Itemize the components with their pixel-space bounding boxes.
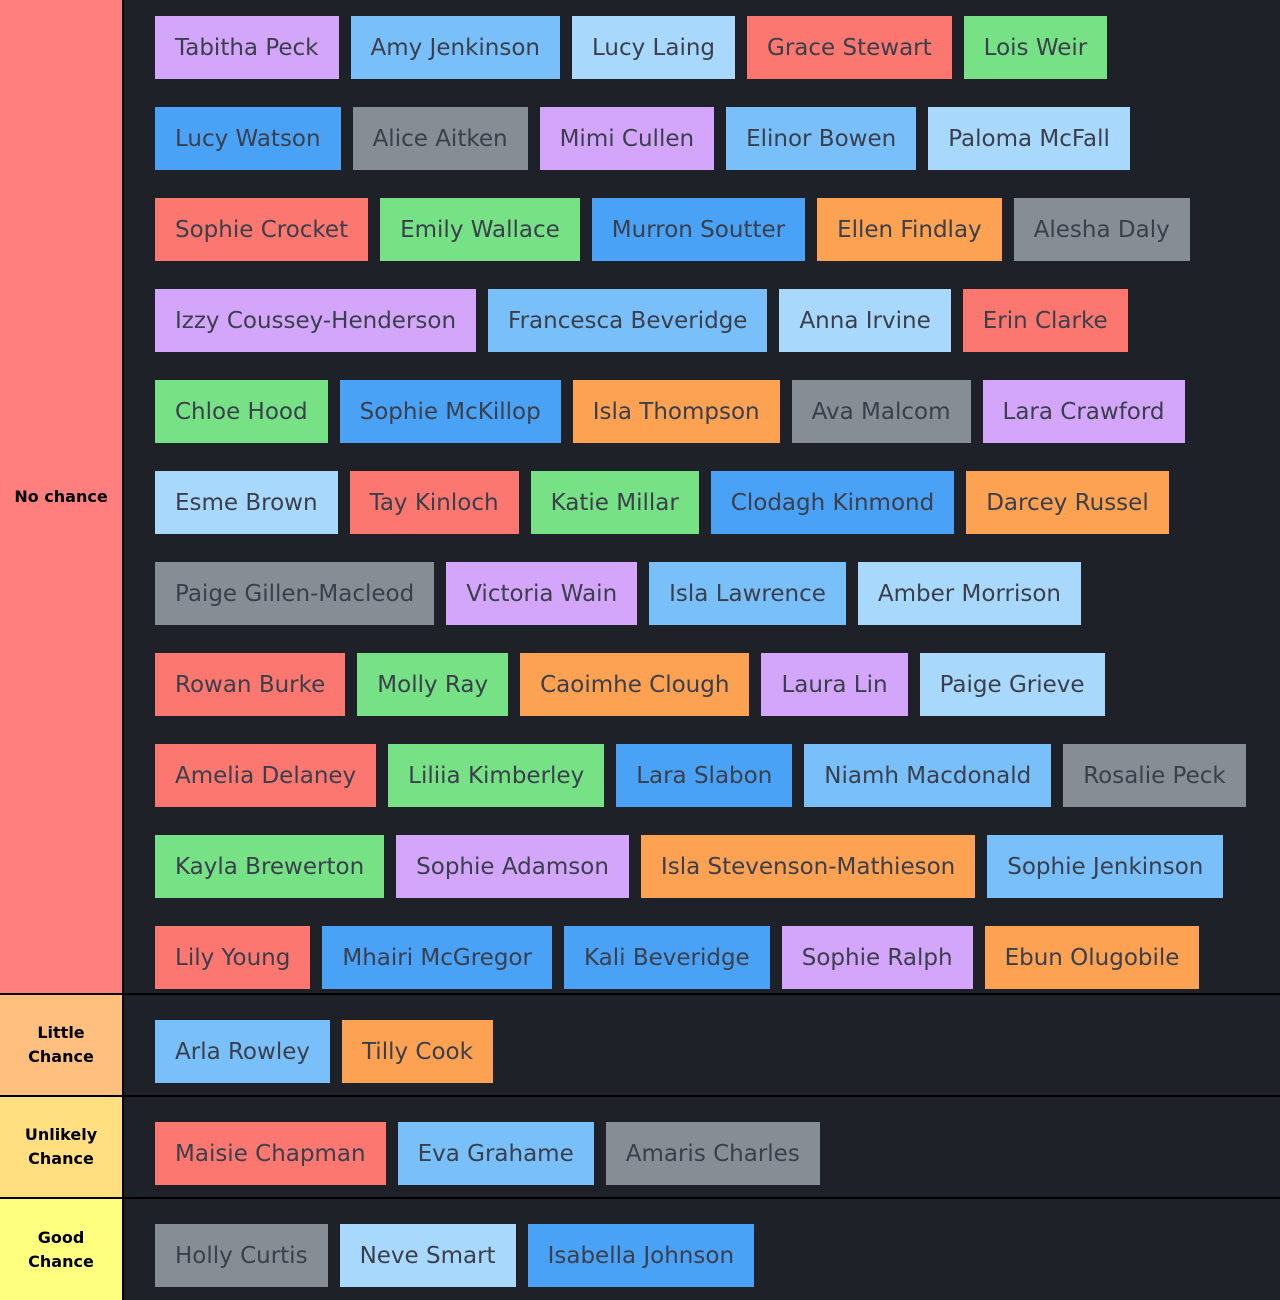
tier-item[interactable]: Chloe Hood xyxy=(155,380,328,443)
tier-item[interactable]: Kali Beveridge xyxy=(563,926,770,989)
tier-item[interactable]: Laura Lin xyxy=(761,653,908,716)
tier-item[interactable]: Sophie Ralph xyxy=(781,926,973,989)
tier-item[interactable]: Isabella Johnson xyxy=(527,1224,755,1287)
tier-item[interactable]: Murron Soutter xyxy=(591,198,806,261)
tier-label[interactable]: Little Chance xyxy=(0,995,124,1095)
tier-item[interactable]: Francesca Beveridge xyxy=(488,289,768,352)
tier-items[interactable]: Arla Rowley Tilly Cook xyxy=(124,995,1280,1095)
tier-item[interactable]: Rowan Burke xyxy=(155,653,346,716)
tier-label-text: Little Chance xyxy=(28,1023,94,1066)
tier-item[interactable]: Kayla Brewerton xyxy=(155,835,385,898)
tier-item[interactable]: Lois Weir xyxy=(963,16,1108,79)
tier-item[interactable]: Eva Grahame xyxy=(397,1122,594,1185)
tier-item[interactable]: Alice Aitken xyxy=(352,107,528,170)
tier-item[interactable]: Ava Malcom xyxy=(791,380,971,443)
tier-item[interactable]: Paige Grieve xyxy=(919,653,1105,716)
tier-item[interactable]: Amber Morrison xyxy=(857,562,1082,625)
tier-item[interactable]: Rosalie Peck xyxy=(1063,744,1246,807)
tier-item[interactable]: Ellen Findlay xyxy=(817,198,1002,261)
tier-item[interactable]: Esme Brown xyxy=(155,471,338,534)
tier-item[interactable]: Alesha Daly xyxy=(1013,198,1190,261)
tier-label-text: Unlikely Chance xyxy=(24,1125,98,1168)
tier-item[interactable]: Tabitha Peck xyxy=(155,16,339,79)
tier-item[interactable]: Lily Young xyxy=(155,926,311,989)
tier-item[interactable]: Sophie Crocket xyxy=(155,198,369,261)
tier-item[interactable]: Isla Thompson xyxy=(572,380,780,443)
tier-item[interactable]: Elinor Bowen xyxy=(726,107,917,170)
tier-item[interactable]: Isla Lawrence xyxy=(649,562,846,625)
tier-item[interactable]: Grace Stewart xyxy=(747,16,952,79)
tier-item[interactable]: Victoria Wain xyxy=(446,562,638,625)
tier-item[interactable]: Tilly Cook xyxy=(341,1020,493,1083)
tier-label[interactable]: No chance xyxy=(0,0,124,993)
tier-row-good-chance: Good Chance Holly Curtis Neve Smart Isabel… xyxy=(0,1197,1280,1300)
tier-item[interactable]: Arla Rowley xyxy=(155,1020,330,1083)
tier-item[interactable]: Paige Gillen-Macleod xyxy=(155,562,435,625)
tier-row-no-chance: No chance Tabitha Peck Amy Jenkinson Lucy … xyxy=(0,0,1280,1080)
tier-item[interactable]: Caoimhe Clough xyxy=(520,653,750,716)
tier-item[interactable]: Mimi Cullen xyxy=(539,107,715,170)
tier-item[interactable]: Izzy Coussey-Henderson xyxy=(155,289,477,352)
tier-item[interactable]: Isla Stevenson-Mathieson xyxy=(640,835,976,898)
tier-item[interactable]: Sophie McKillop xyxy=(339,380,561,443)
tier-label-text: Good Chance xyxy=(28,1227,94,1271)
tier-items[interactable]: Maisie Chapman Eva Grahame Amaris Charles xyxy=(124,1097,1280,1197)
tier-item[interactable]: Emily Wallace xyxy=(380,198,580,261)
tier-item[interactable]: Erin Clarke xyxy=(962,289,1128,352)
tier-item[interactable]: Sophie Jenkinson xyxy=(987,835,1224,898)
tier-item[interactable]: Mhairi McGregor xyxy=(322,926,552,989)
tier-item[interactable]: Anna Irvine xyxy=(779,289,951,352)
tier-item[interactable]: Amy Jenkinson xyxy=(350,16,560,79)
tier-item[interactable]: Tay Kinloch xyxy=(349,471,519,534)
tier-item[interactable]: Lucy Watson xyxy=(155,107,341,170)
tier-item[interactable]: Paloma McFall xyxy=(928,107,1130,170)
tier-label[interactable]: Good Chance xyxy=(0,1199,124,1300)
tier-label[interactable]: Unlikely Chance xyxy=(0,1097,124,1197)
tier-item[interactable]: Darcey Russel xyxy=(966,471,1169,534)
tier-items[interactable]: Tabitha Peck Amy Jenkinson Lucy Laing Grace… xyxy=(124,0,1280,1080)
tier-row-little-chance: Little Chance Arla Rowley Tilly Cook xyxy=(0,993,1280,1095)
tier-items[interactable]: Holly Curtis Neve Smart Isabella Johnson xyxy=(124,1199,1280,1300)
tier-item[interactable]: Neve Smart xyxy=(339,1224,516,1287)
tier-item[interactable]: Ebun Olugobile xyxy=(984,926,1200,989)
tier-row-unlikely-chance: Unlikely Chance Maisie Chapman Eva Graham… xyxy=(0,1095,1280,1197)
tier-item[interactable]: Niamh Macdonald xyxy=(804,744,1052,807)
tier-item[interactable]: Amaris Charles xyxy=(605,1122,820,1185)
tier-item[interactable]: Lucy Laing xyxy=(572,16,736,79)
tier-item[interactable]: Lara Slabon xyxy=(616,744,793,807)
tier-item[interactable]: Lara Crawford xyxy=(982,380,1185,443)
tier-item[interactable]: Maisie Chapman xyxy=(155,1122,386,1185)
tier-item[interactable]: Clodagh Kinmond xyxy=(710,471,955,534)
tier-item[interactable]: Amelia Delaney xyxy=(155,744,377,807)
tier-item[interactable]: Sophie Adamson xyxy=(396,835,629,898)
tier-label-text: No chance xyxy=(14,486,108,506)
tier-item[interactable]: Katie Millar xyxy=(530,471,699,534)
tier-item[interactable]: Holly Curtis xyxy=(155,1224,328,1287)
tier-item[interactable]: Liliia Kimberley xyxy=(388,744,605,807)
tier-item[interactable]: Molly Ray xyxy=(357,653,509,716)
